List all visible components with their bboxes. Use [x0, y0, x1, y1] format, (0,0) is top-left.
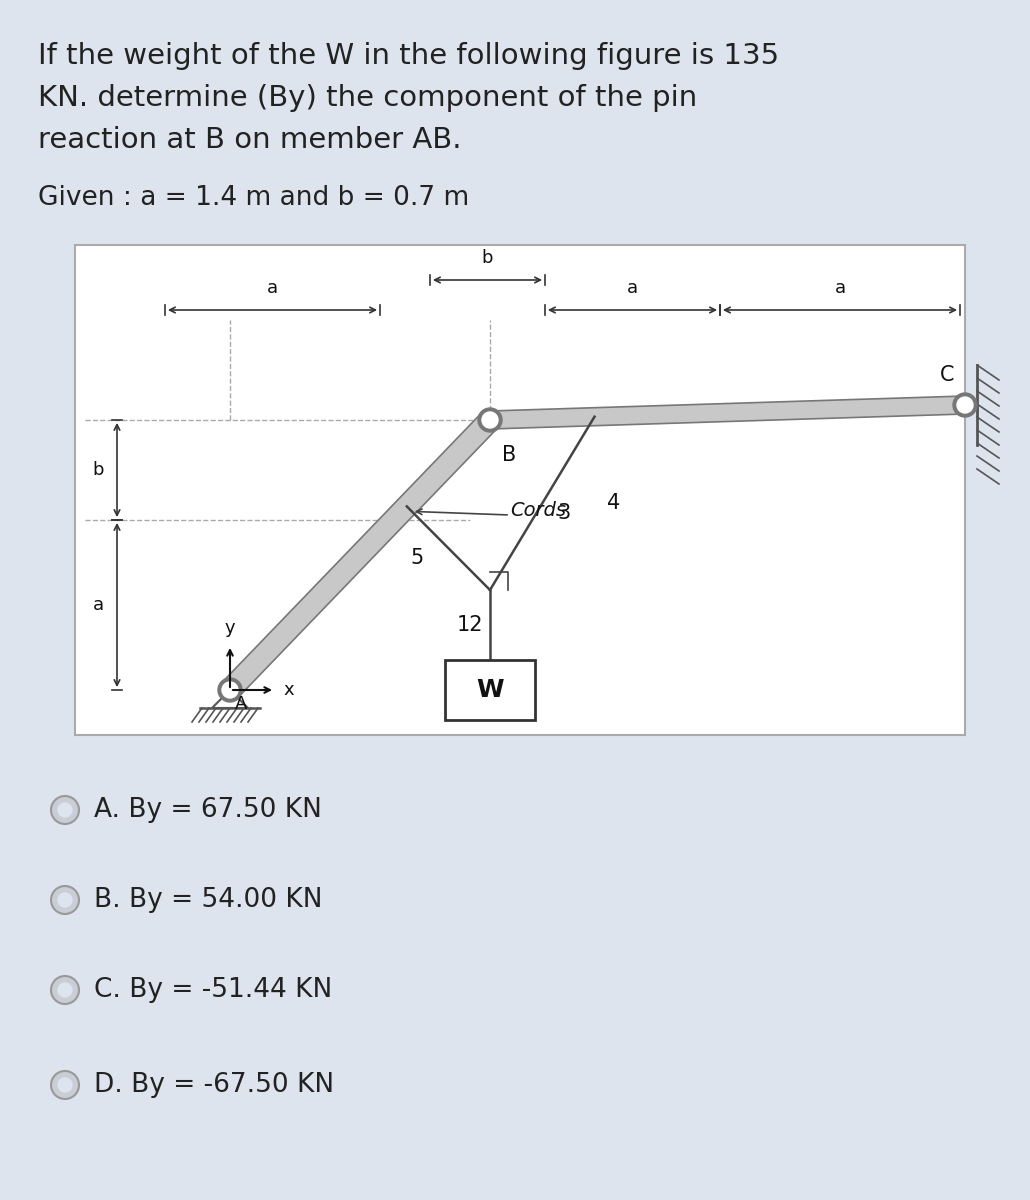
- Circle shape: [957, 397, 973, 413]
- Text: 3: 3: [557, 503, 571, 523]
- Text: a: a: [93, 596, 104, 614]
- Text: x: x: [283, 680, 294, 698]
- Text: b: b: [93, 461, 104, 479]
- Text: A: A: [235, 695, 247, 713]
- Text: C: C: [940, 365, 955, 385]
- Text: 4: 4: [607, 493, 620, 514]
- Circle shape: [222, 682, 238, 698]
- Text: 12: 12: [456, 614, 483, 635]
- Circle shape: [478, 408, 502, 432]
- Text: Cords: Cords: [510, 500, 567, 520]
- Polygon shape: [212, 690, 248, 708]
- Circle shape: [58, 1078, 73, 1093]
- Text: D. By = -67.50 KN: D. By = -67.50 KN: [94, 1072, 334, 1098]
- Text: reaction at B on member AB.: reaction at B on member AB.: [38, 126, 461, 154]
- Circle shape: [52, 976, 79, 1004]
- Text: a: a: [627, 278, 638, 296]
- Text: B: B: [502, 445, 516, 464]
- Polygon shape: [489, 396, 965, 428]
- Text: C. By = -51.44 KN: C. By = -51.44 KN: [94, 977, 333, 1003]
- Circle shape: [58, 893, 73, 907]
- Polygon shape: [222, 413, 497, 697]
- Text: b: b: [482, 248, 493, 266]
- Bar: [75, 245, 965, 734]
- Circle shape: [52, 796, 79, 824]
- Text: 5: 5: [410, 548, 423, 569]
- Circle shape: [482, 412, 497, 428]
- Text: A. By = 67.50 KN: A. By = 67.50 KN: [94, 797, 321, 823]
- Circle shape: [58, 983, 73, 997]
- Circle shape: [218, 678, 242, 702]
- Text: Given : a = 1.4 m and b = 0.7 m: Given : a = 1.4 m and b = 0.7 m: [38, 185, 470, 211]
- Text: a: a: [267, 278, 278, 296]
- Text: B. By = 54.00 KN: B. By = 54.00 KN: [94, 887, 322, 913]
- Text: If the weight of the W in the following figure is 135: If the weight of the W in the following …: [38, 42, 779, 70]
- Circle shape: [52, 886, 79, 914]
- Text: y: y: [225, 619, 235, 637]
- Circle shape: [52, 1070, 79, 1099]
- Bar: [445, 660, 535, 720]
- Text: KN. determine (By) the component of the pin: KN. determine (By) the component of the …: [38, 84, 697, 112]
- Circle shape: [58, 803, 73, 817]
- Text: a: a: [834, 278, 846, 296]
- Text: W: W: [476, 678, 504, 702]
- Circle shape: [953, 392, 977, 416]
